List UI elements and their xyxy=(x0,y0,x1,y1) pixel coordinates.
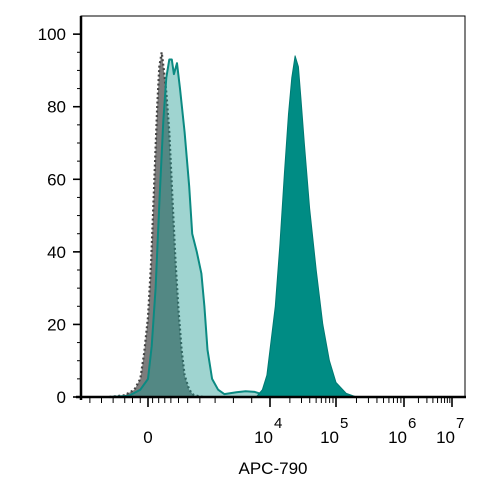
y-tick-label: 20 xyxy=(47,315,66,334)
y-tick-label: 0 xyxy=(57,388,66,407)
series-layer xyxy=(109,51,357,399)
x-tick-exponent: 6 xyxy=(408,415,416,432)
x-tick-label: 10 xyxy=(388,428,407,447)
x-tick-exponent: 7 xyxy=(456,415,464,432)
series-2-outline xyxy=(109,58,284,398)
x-axis-label: APC-790 xyxy=(239,459,308,478)
y-tick-label: 100 xyxy=(38,25,66,44)
x-tick-exponent: 5 xyxy=(340,415,348,432)
series-3-area xyxy=(256,55,357,398)
x-tick-exponent: 4 xyxy=(274,415,282,432)
y-tick-label: 60 xyxy=(47,170,66,189)
y-tick-label: 40 xyxy=(47,243,66,262)
x-tick-label: 0 xyxy=(143,428,152,447)
series-1-area xyxy=(109,52,203,398)
series-2-area xyxy=(109,59,284,397)
series-3-outline xyxy=(255,55,357,398)
y-tick-label: 80 xyxy=(47,98,66,117)
x-tick-label: 10 xyxy=(436,428,455,447)
x-tick-label: 10 xyxy=(320,428,339,447)
y-axis-ticks: 0 20 40 60 80 100 xyxy=(38,25,81,407)
x-tick-label: 10 xyxy=(254,428,273,447)
